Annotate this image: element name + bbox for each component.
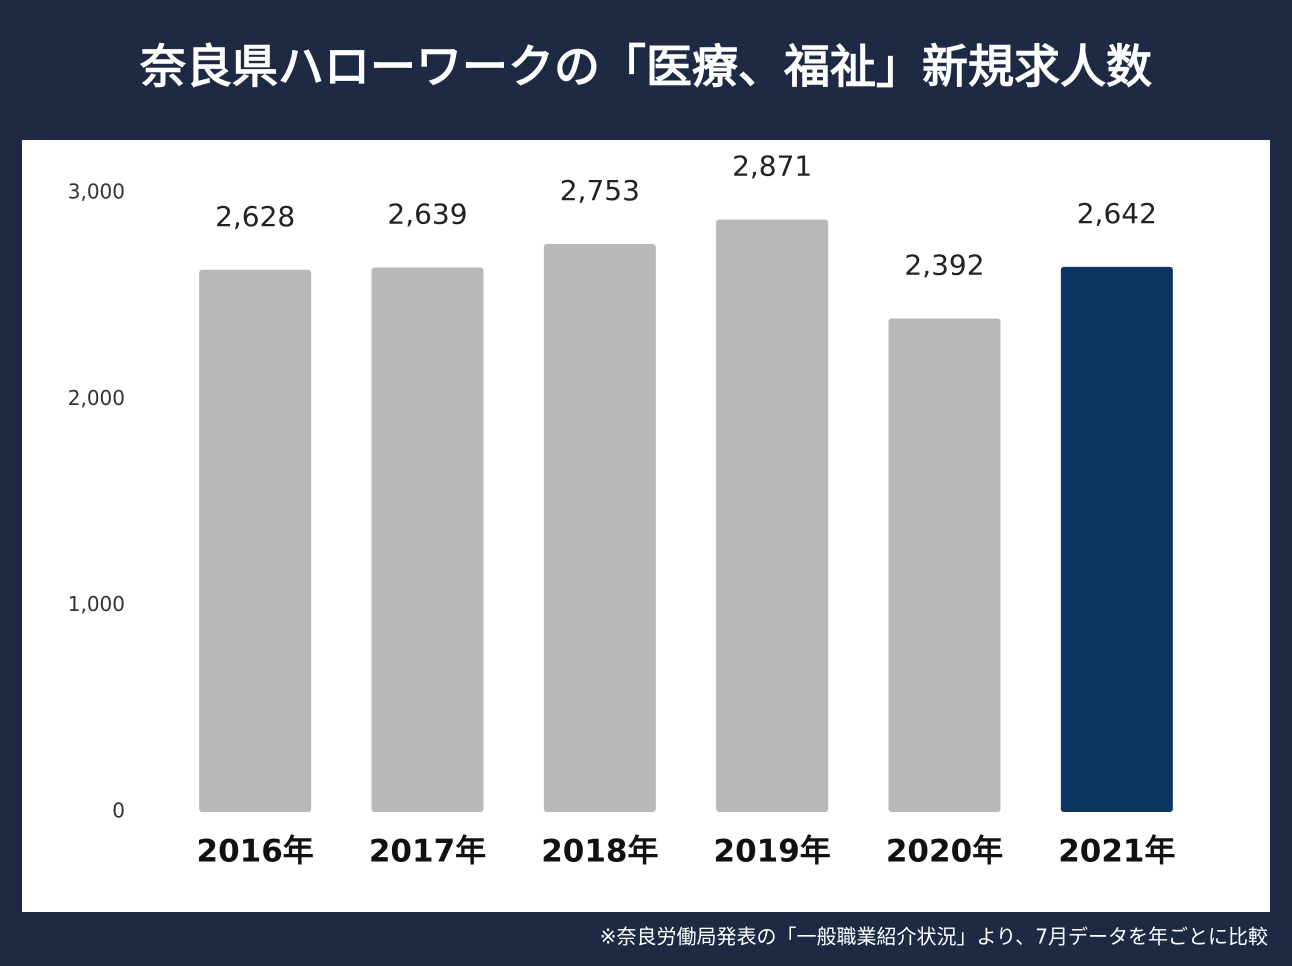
data-label: 2,642 [1077, 197, 1157, 230]
bar [543, 243, 656, 812]
chart-title: 奈良県ハローワークの「医療、福祉」新規求人数 [139, 40, 1152, 94]
y-tick-label: 2,000 [68, 386, 125, 410]
x-tick-label: 2019年 [714, 834, 831, 870]
x-tick-label: 2018年 [541, 834, 658, 870]
bar [888, 318, 1001, 812]
y-tick-label: 1,000 [68, 592, 125, 616]
data-label: 2,871 [732, 150, 812, 183]
y-tick-label: 0 [112, 799, 125, 823]
x-tick-label: 2020年 [886, 834, 1003, 870]
x-tick-label: 2016年 [197, 834, 314, 870]
y-tick-label: 3,000 [68, 180, 125, 204]
bar [371, 267, 484, 812]
footnote: ※奈良労働局発表の「一般職業紹介状況」より、7月データを年ごとに比較 [600, 925, 1268, 949]
bar [1060, 266, 1173, 813]
bar [716, 219, 829, 812]
data-label: 2,639 [387, 197, 467, 230]
data-label: 2,753 [560, 174, 640, 207]
x-tick-label: 2017年 [369, 834, 486, 870]
bar [199, 269, 312, 813]
data-label: 2,392 [904, 248, 984, 281]
x-tick-label: 2021年 [1058, 834, 1175, 870]
data-label: 2,628 [215, 200, 295, 233]
